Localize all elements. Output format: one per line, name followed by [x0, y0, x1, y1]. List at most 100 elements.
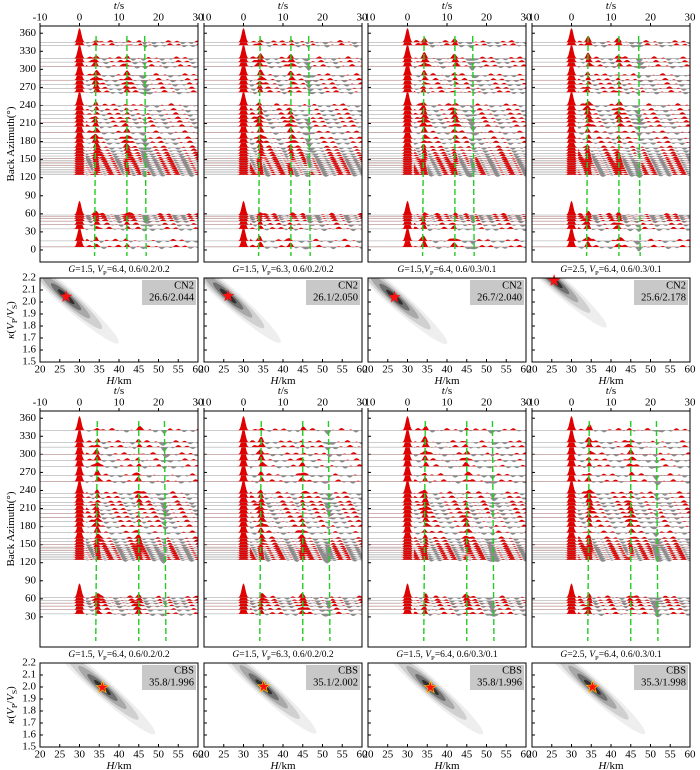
result-box [470, 665, 524, 690]
trace-negative [532, 224, 690, 228]
trace [532, 145, 690, 163]
x-tick-label: 20 [317, 12, 329, 24]
trace-negative [532, 447, 690, 450]
trace-positive [204, 202, 362, 217]
trace-negative [532, 221, 690, 224]
x-tick-label: 30 [357, 12, 369, 24]
text-part: G [68, 650, 75, 660]
trace-negative [368, 606, 526, 611]
best-fit-star [423, 680, 438, 694]
trace-negative [40, 613, 198, 617]
y-tick-label: 120 [20, 556, 37, 568]
station-name: CBS [338, 665, 358, 676]
trace-positive [368, 415, 526, 431]
text-part: t [278, 385, 282, 397]
trace-negative [40, 240, 198, 244]
trace [40, 95, 198, 113]
trace-negative [204, 122, 362, 127]
trace-positive [40, 51, 198, 67]
trace-negative [532, 517, 690, 520]
phase-pick [655, 420, 659, 642]
x-tick-label: 0 [77, 397, 83, 409]
trace [368, 65, 526, 83]
trace-negative [40, 556, 198, 559]
trace-positive [204, 128, 362, 143]
trace [532, 586, 690, 604]
trace-negative [368, 142, 526, 147]
text-part: P [595, 270, 599, 277]
trace-negative [40, 122, 198, 125]
trace-positive [368, 446, 526, 461]
trace [532, 204, 690, 221]
text-part: P [10, 319, 19, 323]
text-part: / [5, 700, 17, 704]
trace-negative [40, 532, 198, 535]
trace-positive [368, 128, 526, 143]
y-tick-label: 210 [20, 502, 37, 514]
trace-negative [204, 224, 362, 227]
text-part: =6.3, 0.6/0.2/0.2 [271, 650, 334, 660]
x-tick-label: 30 [74, 364, 86, 376]
trace-negative [40, 153, 198, 158]
result-box [142, 280, 196, 305]
trace-negative [368, 218, 526, 221]
x-tick-label: 55 [501, 364, 513, 376]
trace-negative [532, 110, 690, 115]
text-part: G [560, 650, 567, 660]
trace [532, 488, 690, 505]
trace-negative [204, 613, 362, 617]
trace-negative [40, 442, 198, 446]
trace-negative [532, 466, 690, 469]
trace-negative [532, 171, 690, 175]
trace-negative [40, 513, 198, 517]
trace-positive [368, 100, 526, 115]
trace-positive [204, 467, 362, 482]
y-tick-label: 1.9 [22, 308, 36, 320]
trace-positive [40, 527, 198, 542]
trace-negative [204, 554, 362, 557]
trace-negative [204, 171, 362, 174]
trace-negative [368, 557, 526, 561]
trace-negative [532, 150, 690, 153]
trace-positive [40, 44, 198, 59]
panel-frame [39, 25, 199, 263]
trace [532, 583, 690, 601]
trace [204, 586, 362, 604]
x-tick-label: 0 [77, 12, 83, 24]
trace-negative [368, 132, 526, 136]
trace-negative [368, 58, 526, 61]
y-tick-label: 240 [20, 99, 37, 111]
trace-negative [40, 158, 198, 163]
trace-positive [368, 51, 526, 67]
y-tick-label: 2.2 [22, 272, 36, 284]
x-tick-label: 50 [317, 749, 329, 761]
trace [368, 70, 526, 87]
x-tick-label: 35 [258, 749, 270, 761]
text-part: H [597, 375, 607, 387]
trace-negative [40, 62, 198, 66]
trace-positive [368, 65, 526, 81]
x-tick-label: -10 [525, 12, 540, 24]
trace-negative [532, 118, 690, 123]
trace-positive [532, 133, 690, 148]
text-part: =1.5, [239, 265, 261, 275]
trace [532, 524, 690, 543]
phase-pick [307, 35, 311, 257]
text-part: t [114, 0, 118, 12]
text-part: H [105, 375, 115, 387]
trace-negative [368, 84, 526, 87]
x-tick-label: 20 [35, 749, 47, 761]
trace [204, 583, 362, 600]
x-tick-label: 25 [54, 749, 66, 761]
y-tick-label: 240 [20, 484, 37, 496]
text-part: H [105, 760, 115, 770]
text-part: /km [114, 375, 132, 387]
x-tick-label: 30 [402, 749, 414, 761]
x-tick-label: 45 [297, 749, 309, 761]
trace-negative [40, 215, 198, 220]
y-tick-label: 270 [20, 466, 37, 478]
trace-negative [204, 552, 362, 556]
trace-negative [204, 600, 362, 604]
trace-negative [368, 509, 526, 513]
trace-negative [204, 147, 362, 151]
